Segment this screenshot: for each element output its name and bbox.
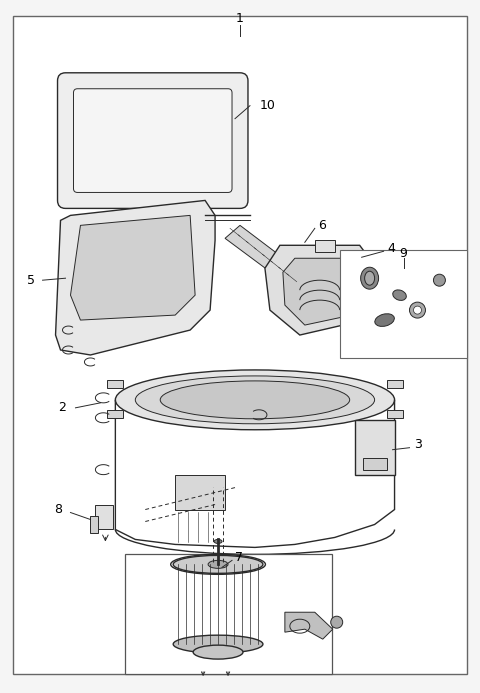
Text: 2: 2 <box>59 401 66 414</box>
Circle shape <box>413 306 421 314</box>
FancyBboxPatch shape <box>73 89 232 193</box>
Ellipse shape <box>214 539 222 543</box>
Text: 8: 8 <box>55 503 62 516</box>
Ellipse shape <box>365 271 374 286</box>
Text: 5: 5 <box>26 274 35 287</box>
Ellipse shape <box>360 267 379 289</box>
Circle shape <box>409 302 425 318</box>
Text: 1: 1 <box>236 12 244 26</box>
Ellipse shape <box>208 561 228 568</box>
Bar <box>386 380 403 388</box>
FancyBboxPatch shape <box>58 73 248 209</box>
Bar <box>90 516 98 534</box>
Polygon shape <box>225 225 310 290</box>
Ellipse shape <box>375 314 395 326</box>
Circle shape <box>433 274 445 286</box>
Text: 6: 6 <box>318 219 325 232</box>
Bar <box>175 475 225 509</box>
Ellipse shape <box>393 290 406 300</box>
Polygon shape <box>71 216 195 320</box>
Ellipse shape <box>193 645 243 659</box>
Bar <box>315 240 335 252</box>
Bar <box>108 410 123 418</box>
Polygon shape <box>285 612 333 639</box>
Ellipse shape <box>115 370 395 430</box>
Bar <box>355 420 395 475</box>
Text: 7: 7 <box>235 551 243 564</box>
Text: 4: 4 <box>387 242 396 255</box>
Circle shape <box>331 616 343 628</box>
Bar <box>363 457 386 470</box>
Text: 3: 3 <box>415 438 422 451</box>
Polygon shape <box>265 245 374 335</box>
Text: 10: 10 <box>260 99 276 112</box>
Bar <box>125 554 332 674</box>
Polygon shape <box>56 200 215 355</box>
Ellipse shape <box>173 555 263 573</box>
Ellipse shape <box>173 635 263 653</box>
Text: 9: 9 <box>399 247 408 260</box>
Polygon shape <box>283 258 360 325</box>
Ellipse shape <box>135 376 374 424</box>
Ellipse shape <box>160 381 350 419</box>
Bar <box>340 250 468 358</box>
Bar <box>108 380 123 388</box>
Bar <box>96 505 113 529</box>
Bar <box>386 410 403 418</box>
